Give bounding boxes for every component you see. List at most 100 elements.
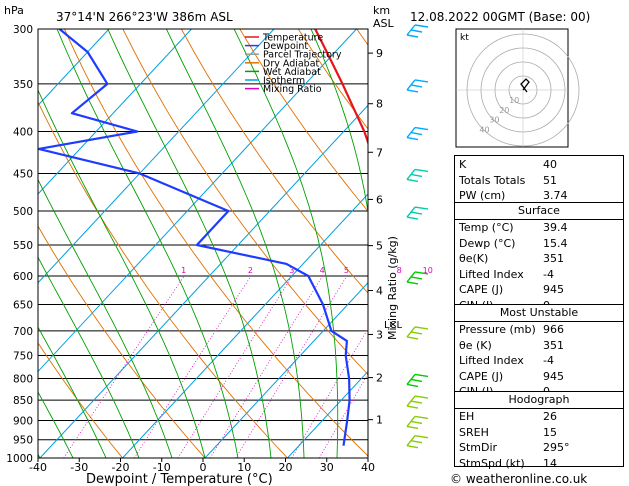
row-value: 351 [543, 338, 564, 352]
table-row: Dewp (°C) 15.4 [455, 236, 623, 252]
wet-adiabat-line [233, 29, 339, 458]
temp-tick-label: -40 [29, 461, 47, 474]
pressure-tick-label: 700 [13, 326, 33, 338]
table-row: Lifted Index -4 [455, 353, 623, 369]
table-row: CAPE (J) 945 [455, 369, 623, 385]
row-value: 351 [543, 252, 564, 265]
row-value: 26 [543, 410, 557, 423]
hodograph-ring-label: 10 [509, 96, 519, 105]
mixing-ratio-label: 5 [344, 266, 349, 275]
isotherm-line [204, 282, 368, 458]
mixing-ratio-label: 10 [423, 266, 433, 275]
dry-adiabat-line [38, 342, 123, 458]
height-tick-label: 7 [376, 146, 383, 159]
row-label: EH [459, 410, 475, 423]
pressure-tick-label: 750 [13, 350, 33, 362]
plot-background [38, 29, 368, 458]
height-tick-label: 3 [376, 328, 383, 341]
isotherm-line [38, 29, 275, 284]
temp-tick-label: 0 [200, 461, 207, 474]
table-row: CAPE (J) 945 [455, 282, 623, 298]
wet-adiabat-line [38, 88, 206, 458]
mixing-ratio-label: 3 [289, 266, 294, 275]
hodograph-title: Hodograph [508, 393, 570, 406]
table-row: K 40 [455, 157, 623, 173]
hodograph-trace [520, 78, 530, 93]
legend-entry: Parcel Trajectory [263, 50, 342, 61]
mixing-ratio-label: 4 [320, 266, 325, 275]
row-label: K [459, 158, 467, 171]
copyright-footer: © weatheronline.co.uk [450, 472, 587, 486]
height-tick-label: 2 [376, 372, 383, 385]
isotherm-line [122, 193, 368, 458]
dry-adiabat-line [122, 29, 368, 376]
isotherm-line [38, 29, 192, 195]
row-value: -4 [543, 267, 554, 281]
pressure-tick-label: 550 [13, 240, 33, 252]
wind-barb [406, 79, 429, 93]
table-row: StmDir 295° [455, 440, 623, 456]
hodograph-ring-label: 40 [479, 126, 489, 135]
surface-table: Surface Temp (°C) 39.4 Dewp (°C) 15.4 θe(K) 3… [454, 202, 624, 312]
mixing-ratio-label: 1 [181, 266, 186, 275]
pressure-tick-label: 500 [13, 206, 33, 218]
km-label: km [373, 4, 390, 17]
pressure-tick-label: 300 [13, 24, 33, 36]
table-row: θe (K) 351 [455, 338, 623, 354]
height-tick-label: 5 [376, 240, 383, 253]
surface-title: Surface [518, 204, 560, 217]
row-label: StmSpd (kt) [459, 456, 525, 470]
row-label: Totals Totals [459, 173, 526, 187]
temp-tick-label: -30 [70, 461, 88, 474]
row-label: CAPE (J) [459, 283, 504, 296]
wind-barb [406, 24, 429, 38]
mixing-ratio-line [177, 275, 293, 458]
legend-entry: Dewpoint [263, 41, 308, 52]
hodograph-table: Hodograph EH 26 SREH 15 StmDir 295° StmSpd (kt… [454, 391, 624, 470]
row-value: 39.4 [543, 221, 568, 234]
hodograph-frame [455, 28, 569, 148]
table-row: Temp (°C) 39.4 [455, 220, 623, 236]
row-value: 295° [543, 441, 570, 454]
legend-entry: Temperature [262, 33, 323, 44]
table-row: EH 26 [455, 409, 623, 425]
hodograph-ring-label: 30 [489, 116, 499, 125]
row-label: Lifted Index [459, 354, 524, 367]
wind-barb [406, 206, 429, 220]
pressure-tick-label: 800 [13, 373, 33, 385]
dry-adiabat-line [239, 29, 368, 212]
wet-adiabat-line [56, 29, 239, 458]
pressure-tick-label: 400 [13, 127, 33, 139]
pressure-tick-label: 450 [13, 168, 33, 180]
mixing-ratio-axis-title: Mixing Ratio (g/kg) [386, 236, 399, 340]
most-unstable-title: Most Unstable [499, 306, 579, 319]
pressure-tick-label: 650 [13, 300, 33, 312]
temp-tick-label: -20 [112, 461, 130, 474]
row-value: 966 [543, 323, 564, 336]
wet-adiabat-line [107, 29, 272, 458]
table-row: θe(K) 351 [455, 251, 623, 267]
most-unstable-table: Most Unstable Pressure (mb) 966 θe (K) 351 L… [454, 304, 624, 398]
row-value: -4 [543, 354, 554, 367]
hodograph-ring-label: 20 [499, 106, 509, 115]
pressure-tick-label: 1000 [6, 453, 33, 465]
legend-entry: Wet Adiabat [263, 67, 321, 78]
row-label: CAPE (J) [459, 369, 504, 383]
isotherm-line [38, 29, 357, 373]
mixing-ratio-line [133, 275, 252, 458]
pressure-tick-label: 850 [13, 395, 33, 407]
mixing-ratio-label: 2 [248, 266, 253, 275]
asl-label: ASL [373, 17, 395, 30]
row-value: 945 [543, 283, 564, 296]
table-row: Totals Totals 51 [455, 173, 623, 189]
hodograph-unit-label: kt [460, 33, 469, 43]
wind-barb [406, 395, 429, 409]
row-label: PW (cm) [459, 189, 506, 202]
wet-adiabat-line [310, 29, 368, 215]
wet-adiabat-line [165, 29, 305, 458]
row-value: 40 [543, 158, 557, 171]
row-value: 3.74 [543, 189, 568, 202]
dry-adiabat-line [63, 29, 368, 457]
legend-entry: Mixing Ratio [263, 84, 322, 95]
wind-barb [406, 271, 429, 285]
